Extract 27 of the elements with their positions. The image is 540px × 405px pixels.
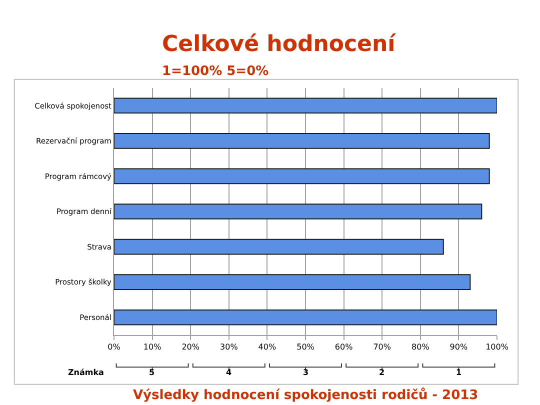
x-tick-label: 30%	[220, 342, 238, 352]
x-tick-label: 100%	[486, 342, 509, 352]
x-tick-label: 80%	[412, 342, 430, 352]
x-tick-label: 10%	[143, 342, 162, 352]
text: 3	[303, 368, 309, 377]
text: 5	[149, 368, 155, 377]
text: Výsledky hodnocení spokojenosti rodičů - 2013	[133, 387, 478, 403]
x-tick-label: 90%	[450, 342, 468, 352]
x-tick-label: 70%	[373, 342, 392, 352]
x-tick-label: 20%	[182, 342, 200, 352]
bar	[114, 309, 497, 326]
bar	[114, 168, 490, 184]
bar	[114, 238, 444, 255]
text: 4	[226, 368, 232, 377]
chart-title: Celkové hodnocení	[162, 32, 397, 57]
bar	[114, 274, 471, 290]
text: 2	[379, 368, 385, 377]
text: Známka	[68, 368, 104, 377]
chart-subtitle: 1=100% 5=0%	[162, 64, 269, 79]
x-tick-label: 0%	[108, 342, 121, 352]
bar	[114, 98, 497, 114]
bar	[114, 133, 490, 149]
bar	[114, 204, 482, 220]
x-tick-label: 50%	[296, 342, 315, 352]
x-tick-label: 60%	[334, 342, 354, 352]
text: 1	[456, 368, 462, 377]
x-tick-label: 40%	[258, 342, 276, 352]
